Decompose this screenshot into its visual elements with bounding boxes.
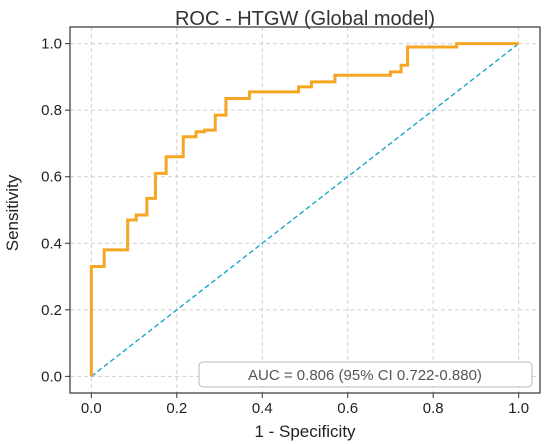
tick-layer: 0.0 0.2 0.4 0.6 0.8 1.0 0.0 0.2 0.4 0.6 0.8 1.0 xyxy=(41,36,529,417)
x-tick-label: 0.8 xyxy=(423,400,444,417)
roc-curve-line xyxy=(89,42,519,377)
x-axis-label: 1 - Specificity xyxy=(254,422,356,441)
y-tick-label: 0.6 xyxy=(41,169,62,186)
plot-frame xyxy=(69,26,541,394)
reference-diagonal-line xyxy=(90,43,520,377)
y-tick-label: 0.0 xyxy=(41,368,62,385)
chart-title: ROC - HTGW (Global model) xyxy=(175,8,435,30)
grid-layer xyxy=(70,27,540,393)
auc-annotation: AUC = 0.806 (95% CI 0.722-0.880) xyxy=(198,361,533,388)
x-tick-label: 0.0 xyxy=(81,400,102,417)
x-tick-label: 0.2 xyxy=(166,400,187,417)
x-tick-label: 0.4 xyxy=(252,400,273,417)
y-tick-label: 0.8 xyxy=(41,102,62,119)
x-tick-label: 0.6 xyxy=(337,400,358,417)
y-tick-label: 1.0 xyxy=(41,36,62,53)
y-tick-label: 0.2 xyxy=(41,302,62,319)
y-tick-label: 0.4 xyxy=(41,235,62,252)
auc-annotation-box xyxy=(198,361,533,388)
series-layer xyxy=(89,42,520,377)
x-tick-label: 1.0 xyxy=(508,400,529,417)
auc-annotation-text: AUC = 0.806 (95% CI 0.722-0.880) xyxy=(248,367,482,384)
y-axis-label: Sensitivity xyxy=(3,174,22,251)
